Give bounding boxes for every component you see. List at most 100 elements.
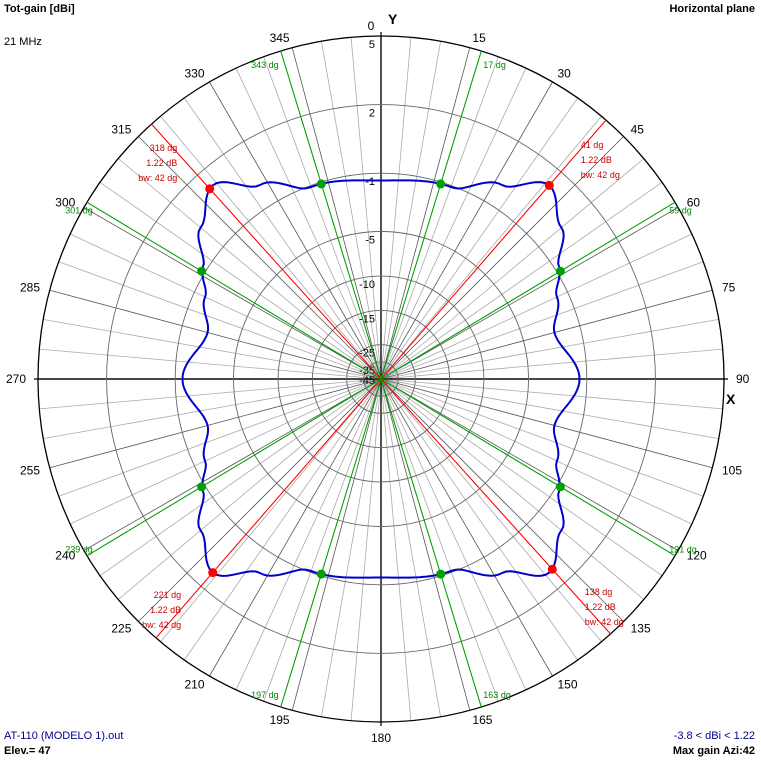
grid-ring [106, 104, 656, 654]
grid-spoke [183, 97, 382, 380]
grid-ring [373, 371, 389, 387]
radial-tick-label: -1 [365, 176, 375, 188]
grid-spoke [380, 378, 704, 497]
grid-spoke [291, 47, 382, 380]
azimuth-tick-label: 105 [722, 463, 742, 477]
grid-spoke [321, 41, 382, 380]
grid-spoke [380, 378, 679, 551]
radial-tick-label: -15 [359, 313, 375, 325]
grid-ring [363, 361, 399, 397]
grid-spoke [69, 378, 382, 525]
grid-spoke [83, 207, 382, 380]
y-axis-label: Y [388, 11, 398, 27]
grid-spoke [117, 378, 382, 600]
azimuth-tick-label: 60 [687, 196, 701, 210]
beamwidth-marker [197, 266, 207, 276]
grid-spoke [380, 233, 693, 380]
beamwidth-marker [436, 179, 446, 189]
gain-range-label: -3.8 < dBi < 1.22 [673, 730, 755, 742]
frequency-label: 21 MHz [4, 36, 42, 48]
max-gain-marker [205, 184, 215, 194]
max-gain-text: 1.22 dB [585, 602, 616, 612]
grid-spoke [380, 115, 602, 380]
azimuth-tick-label: 315 [111, 122, 131, 136]
beamwidth-line [280, 50, 482, 708]
azimuth-tick-labels: 0153045607590105120135150165180195210225… [6, 19, 750, 745]
grid-spoke [380, 348, 723, 380]
grid-spoke [380, 181, 663, 380]
max-gain-marker [208, 568, 218, 578]
grid-spoke [380, 378, 412, 721]
chart-title: Tot-gain [dBi] [4, 3, 75, 15]
azimuth-tick-label: 75 [722, 281, 736, 295]
grid-spoke [380, 56, 499, 380]
azimuth-tick-label: 240 [55, 549, 75, 563]
beamwidth-text: 163 dg [483, 690, 511, 700]
azimuth-tick-label: 30 [558, 66, 572, 80]
grid-spoke [263, 378, 382, 702]
marker-dots [197, 179, 565, 579]
grid-spoke [99, 181, 382, 380]
beamwidth-marker [316, 179, 326, 189]
azimuth-tick-label: 0 [368, 19, 375, 33]
grid-spoke [380, 378, 553, 677]
beamwidth-marker [555, 266, 565, 276]
beamwidth-text: 121 dg [669, 545, 697, 555]
grid-spoke [350, 37, 382, 380]
max-gain-text: 1.22 dB [146, 158, 177, 168]
plane-label: Horizontal plane [669, 3, 755, 15]
grid-spoke [380, 378, 645, 600]
azimuth-tick-label: 135 [631, 622, 651, 636]
grid-ring [311, 309, 451, 449]
grid-spoke [380, 378, 719, 439]
max-gain-text: bw: 42 dg [581, 170, 620, 180]
grid-spoke [49, 378, 382, 469]
azimuth-tick-label: 345 [270, 31, 290, 45]
grid-spoke [380, 378, 499, 702]
grid-spoke [350, 378, 382, 721]
grid-spoke [117, 158, 382, 380]
grid-spoke [380, 378, 713, 469]
azimuth-tick-label: 195 [270, 713, 290, 727]
grid-spoke [380, 158, 645, 380]
beamwidth-text: 239 dg [65, 545, 93, 555]
grid-spoke [380, 261, 704, 380]
max-gain-label: Max gain Azi:42 [672, 745, 755, 757]
grid-spoke [291, 378, 382, 711]
beamwidth-text: 343 dg [251, 60, 279, 70]
center-marker [377, 375, 385, 383]
beamwidth-text: 17 dg [483, 60, 506, 70]
azimuth-tick-label: 15 [472, 31, 486, 45]
azimuth-tick-label: 45 [631, 122, 645, 136]
grid-spoke [138, 378, 382, 622]
gain-pattern [181, 179, 581, 579]
azimuth-tick-label: 180 [371, 731, 391, 745]
beamwidth-text: 197 dg [251, 690, 279, 700]
grid-spoke [380, 378, 602, 643]
grid-spoke [160, 115, 382, 380]
grid-ring [174, 172, 588, 586]
grid-spoke [39, 348, 382, 380]
grid-spoke [43, 319, 382, 380]
radial-tick-labels: 52-1-5-10-15-25-35-45 [359, 39, 375, 387]
azimuth-tick-label: 225 [111, 622, 131, 636]
grid-spoke [380, 378, 663, 577]
radial-tick-label: -45 [359, 375, 375, 387]
grid-ring [37, 35, 725, 723]
radial-tick-label: 5 [369, 39, 375, 51]
azimuth-tick-label: 150 [558, 678, 578, 692]
grid-spoke [160, 378, 382, 643]
pattern-line [181, 179, 581, 579]
grid-spoke [380, 378, 624, 622]
marker-lines [86, 50, 676, 708]
elevation-label: Elev.= 47 [4, 745, 51, 757]
max-gain-text: bw: 42 dg [142, 620, 181, 630]
grid-spoke [380, 41, 441, 380]
max-gain-text: 1.22 dB [581, 155, 612, 165]
grid-spoke [380, 319, 719, 380]
grid-spoke [321, 378, 382, 717]
max-gain-marker [547, 564, 557, 574]
radial-tick-label: 2 [369, 108, 375, 120]
grid-spoke [183, 378, 382, 661]
grid-spoke [99, 378, 382, 577]
